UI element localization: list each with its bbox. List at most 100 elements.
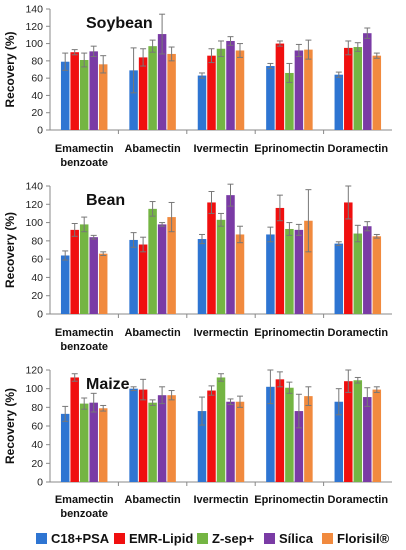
bar-z-sep-abamectin xyxy=(148,208,157,314)
bar-florisil-eprinomectin xyxy=(304,396,313,482)
bar-c18-psa-abamectin xyxy=(129,239,138,314)
bar-s-lica-doramectin xyxy=(363,33,372,131)
legend-swatch-florisil xyxy=(322,532,333,544)
bar-c18-psa-ivermectin xyxy=(197,239,207,314)
bar-florisil-abamectin xyxy=(167,395,176,482)
bar-s-lica-emamectin-benzoate xyxy=(89,237,98,314)
chart-title: Bean xyxy=(86,192,125,209)
legend-swatch-c18-psa xyxy=(36,532,47,544)
bar-z-sep-ivermectin xyxy=(216,219,226,314)
y-tick-label: 140 xyxy=(25,181,43,193)
category-label: Doramectin xyxy=(328,143,389,155)
bar-florisil-eprinomectin xyxy=(304,220,313,314)
legend-label: Sílica xyxy=(279,530,313,546)
y-tick-label: 40 xyxy=(31,439,43,451)
bar-emr-lipid-eprinomectin xyxy=(275,379,285,482)
legend-label: EMR-Lipid xyxy=(129,530,194,546)
y-tick-label: 0 xyxy=(37,309,43,321)
y-tick-label: 100 xyxy=(25,383,43,395)
bar-emr-lipid-eprinomectin xyxy=(275,43,285,131)
bar-z-sep-ivermectin xyxy=(216,377,226,482)
chart-panel-maize: 0 20 40 60 80 100 120 Recovery (%) Maize Emamecti… xyxy=(3,365,392,520)
chart-title: Soybean xyxy=(86,15,153,32)
bar-emr-lipid-abamectin xyxy=(138,244,148,314)
legend-item-c18-psa: C18+PSA xyxy=(36,528,109,548)
bar-florisil-eprinomectin xyxy=(304,49,313,130)
legend-label: C18+PSA xyxy=(51,530,110,546)
legend-item-florisil: Florisil® xyxy=(322,528,389,548)
bar-emr-lipid-abamectin xyxy=(138,389,148,482)
category-label: Abamectin xyxy=(124,327,181,339)
category-label: Abamectin xyxy=(124,143,181,155)
y-tick-label: 80 xyxy=(31,235,43,247)
bar-emr-lipid-emamectin-benzoate xyxy=(70,377,79,482)
category-label: Ivermectin xyxy=(193,143,248,155)
category-label: Doramectin xyxy=(328,494,389,506)
bar-c18-psa-doramectin xyxy=(334,401,344,482)
bar-emr-lipid-abamectin xyxy=(138,57,148,130)
bar-s-lica-abamectin xyxy=(157,224,167,314)
bar-florisil-doramectin xyxy=(372,236,382,314)
legend-swatch-z-sep xyxy=(197,532,208,544)
bar-florisil-emamectin-benzoate xyxy=(98,408,108,482)
y-tick-label: 100 xyxy=(25,217,43,229)
legend-swatch-emr-lipid xyxy=(114,532,125,544)
y-tick-label: 60 xyxy=(31,254,43,266)
category-label: Doramectin xyxy=(328,327,389,339)
category-label: Emamectin xyxy=(55,327,114,339)
bar-s-lica-eprinomectin xyxy=(294,50,304,130)
y-tick-label: 100 xyxy=(25,38,43,50)
bar-s-lica-ivermectin xyxy=(226,195,235,314)
y-axis-label: Recovery (%) xyxy=(3,31,17,107)
bar-florisil-ivermectin xyxy=(235,234,245,314)
category-label: Eprinomectin xyxy=(254,494,325,506)
bar-s-lica-abamectin xyxy=(157,34,167,130)
legend-item-z-sep: Z-sep+ xyxy=(197,528,254,548)
bar-z-sep-ivermectin xyxy=(216,48,226,130)
category-label: benzoate xyxy=(60,341,108,353)
category-label: Abamectin xyxy=(124,494,181,506)
bar-s-lica-ivermectin xyxy=(226,40,235,130)
bar-c18-psa-abamectin xyxy=(129,388,138,482)
bar-emr-lipid-eprinomectin xyxy=(275,207,285,314)
legend-item-emr-lipid: EMR-Lipid xyxy=(114,528,193,548)
y-tick-label: 0 xyxy=(37,477,43,489)
bar-z-sep-doramectin xyxy=(353,233,363,314)
bar-emr-lipid-doramectin xyxy=(344,202,353,314)
bar-s-lica-eprinomectin xyxy=(294,229,304,314)
bar-c18-psa-ivermectin xyxy=(197,411,207,482)
y-tick-label: 140 xyxy=(25,4,43,16)
bar-z-sep-eprinomectin xyxy=(285,387,294,482)
legend-swatch-silica xyxy=(264,532,275,544)
bar-z-sep-emamectin-benzoate xyxy=(79,59,89,130)
bar-florisil-doramectin xyxy=(372,55,382,130)
bar-c18-psa-abamectin xyxy=(129,70,138,130)
y-tick-label: 120 xyxy=(25,365,43,377)
bar-c18-psa-eprinomectin xyxy=(266,66,275,130)
y-axis-label: Recovery (%) xyxy=(3,388,17,464)
legend: C18+PSA EMR-Lipid Z-sep+ Sílica Florisil… xyxy=(0,528,406,548)
bar-z-sep-eprinomectin xyxy=(285,228,294,314)
bar-emr-lipid-ivermectin xyxy=(207,55,216,130)
bar-emr-lipid-emamectin-benzoate xyxy=(70,52,79,130)
chart-title: Maize xyxy=(86,376,130,393)
y-tick-label: 20 xyxy=(31,107,43,119)
bar-s-lica-ivermectin xyxy=(226,401,235,482)
category-label: benzoate xyxy=(60,157,108,169)
bar-florisil-emamectin-benzoate xyxy=(98,253,108,314)
y-tick-label: 80 xyxy=(31,55,43,67)
chart-panel-bean: 0 20 40 60 80 100 120 140 Recovery (%) Bean Emamec… xyxy=(3,181,392,353)
bar-z-sep-doramectin xyxy=(353,47,363,130)
bar-c18-psa-doramectin xyxy=(334,243,344,314)
bar-z-sep-doramectin xyxy=(353,380,363,482)
bar-emr-lipid-emamectin-benzoate xyxy=(70,229,79,314)
bar-z-sep-emamectin-benzoate xyxy=(79,224,89,314)
category-label: Eprinomectin xyxy=(254,327,325,339)
bar-florisil-abamectin xyxy=(167,217,176,314)
legend-label: Z-sep+ xyxy=(212,530,255,546)
bar-c18-psa-emamectin-benzoate xyxy=(60,61,70,130)
bar-emr-lipid-ivermectin xyxy=(207,202,216,314)
bar-z-sep-eprinomectin xyxy=(285,72,294,130)
y-tick-label: 60 xyxy=(31,73,43,85)
